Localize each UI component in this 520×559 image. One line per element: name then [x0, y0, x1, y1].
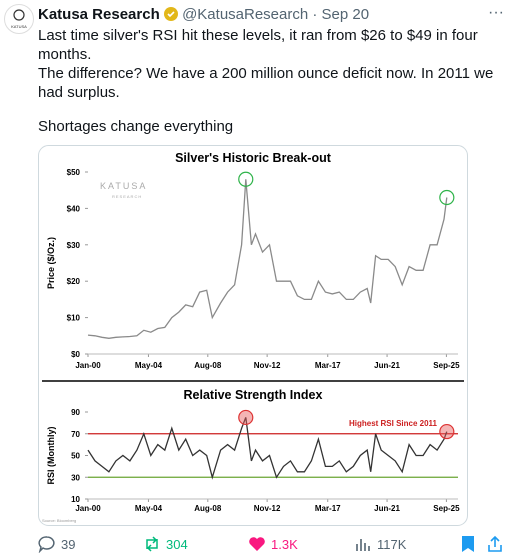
y-tick-label: $40: [67, 204, 81, 213]
y-tick-label: $10: [67, 314, 81, 323]
y-tick-label: 50: [71, 452, 80, 461]
avatar-text: KATUSA: [11, 24, 27, 29]
image-frame: [38, 145, 468, 526]
bookmark-button[interactable]: [460, 535, 476, 553]
y-tick-label: 90: [71, 408, 80, 417]
views-count: 117K: [377, 536, 407, 552]
data-line: [87, 417, 448, 480]
y-axis-label: Price ($/Oz.): [46, 237, 56, 289]
y-tick-label: $30: [67, 241, 81, 250]
x-tick-label: Sep-25: [433, 504, 460, 513]
repost-icon: [146, 536, 158, 552]
y-tick-label: $0: [71, 350, 80, 359]
x-tick-label: Nov-12: [254, 504, 281, 513]
tweet-date[interactable]: · Sep 20: [312, 6, 370, 23]
watermark-sub: RESEARCH: [112, 194, 142, 199]
chart-title: Relative Strength Index: [184, 388, 323, 402]
reply-count: 39: [61, 536, 76, 552]
chart-image[interactable]: KATUSA RESEARCH Source: Bloomberg Silver…: [38, 145, 468, 526]
x-tick-label: Jan-00: [75, 504, 101, 513]
avatar[interactable]: KATUSA: [4, 4, 34, 34]
reply-button[interactable]: 39: [38, 535, 75, 553]
highlight-circle: [238, 171, 254, 187]
x-tick-label: Jan-00: [75, 361, 101, 370]
highlight-circle: [439, 189, 455, 206]
x-tick-label: May-04: [135, 504, 163, 513]
source-note: Source: Bloomberg: [42, 518, 76, 523]
tweet-text: The difference? We have a 200 million ou…: [38, 65, 494, 101]
tweet-header: Katusa Research @KatusaResearch · Sep 20: [38, 6, 369, 23]
avatar-icon: KATUSA: [11, 9, 27, 29]
reply-icon: [38, 536, 55, 553]
author-handle[interactable]: @KatusaResearch: [182, 6, 309, 23]
y-tick-label: $20: [67, 277, 81, 286]
x-tick-label: Jun-21: [374, 361, 400, 370]
tweet-text: Shortages change everything: [38, 118, 234, 135]
more-menu[interactable]: ···: [488, 4, 504, 21]
verified-badge: [163, 7, 178, 21]
share-button[interactable]: [487, 535, 503, 553]
y-tick-label: 10: [71, 495, 80, 504]
watermark: KATUSA: [100, 181, 147, 191]
like-button[interactable]: 1.3K: [248, 535, 298, 553]
y-tick-label: 30: [71, 473, 80, 482]
highlight-circle: [238, 409, 254, 426]
views-icon: [356, 539, 370, 551]
data-line: [87, 179, 448, 339]
tweet-text: Last time silver's RSI hit these levels,…: [38, 27, 478, 63]
like-icon: [249, 537, 265, 551]
x-tick-label: Mar-17: [315, 361, 341, 370]
annotation: Highest RSI Since 2011: [349, 419, 438, 428]
repost-button[interactable]: 304: [143, 535, 188, 553]
x-tick-label: Jun-21: [374, 504, 400, 513]
y-tick-label: 70: [71, 430, 80, 439]
author-name[interactable]: Katusa Research: [38, 6, 160, 23]
repost-count: 304: [166, 536, 188, 552]
x-tick-label: Nov-12: [254, 361, 281, 370]
like-count: 1.3K: [271, 536, 298, 552]
x-tick-label: Aug-08: [194, 361, 222, 370]
views-button[interactable]: 117K: [354, 535, 406, 553]
x-tick-label: Aug-08: [194, 504, 222, 513]
y-tick-label: $50: [67, 168, 81, 177]
x-tick-label: Mar-17: [315, 504, 341, 513]
x-tick-label: May-04: [135, 361, 163, 370]
x-tick-label: Sep-25: [433, 361, 460, 370]
highlight-circle: [439, 423, 455, 440]
y-axis-label: RSI (Monthly): [46, 427, 56, 485]
chart-title: Silver's Historic Break-out: [175, 151, 332, 165]
